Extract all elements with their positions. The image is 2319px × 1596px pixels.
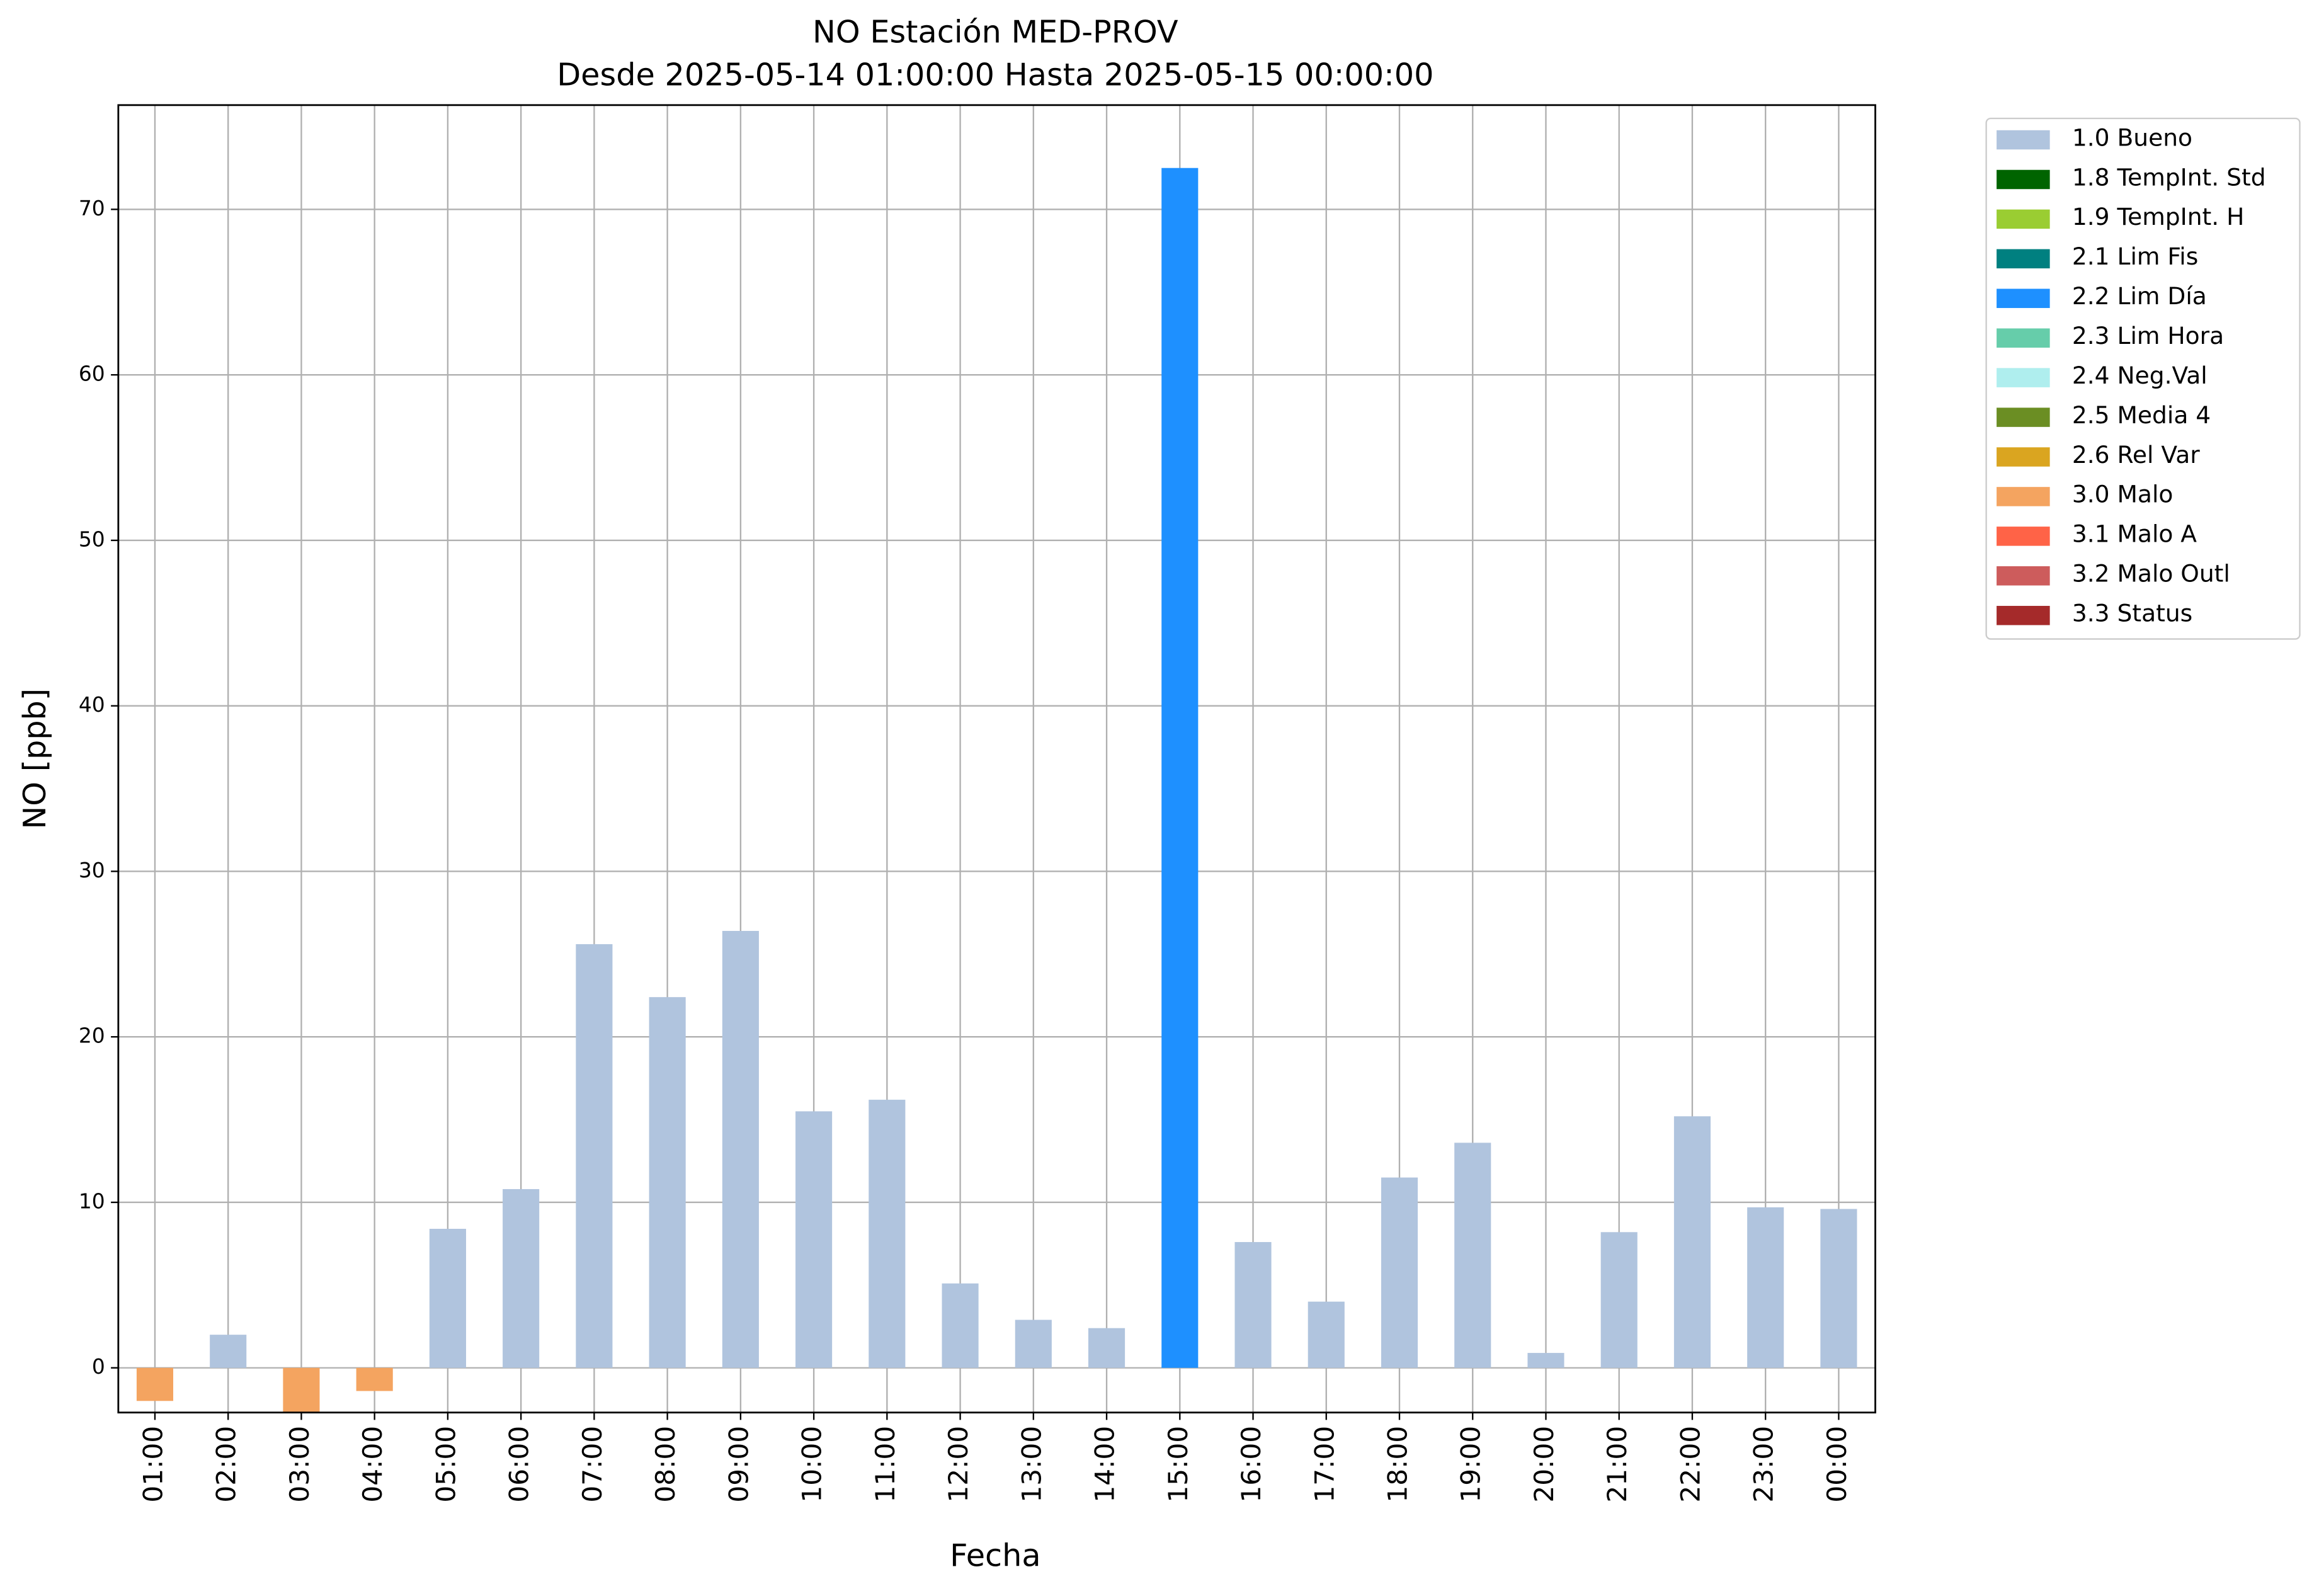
x-tick-label: 11:00 bbox=[870, 1426, 901, 1503]
y-tick-label: 50 bbox=[79, 527, 105, 551]
bar bbox=[722, 931, 759, 1368]
bar bbox=[1308, 1301, 1345, 1368]
y-tick-label: 60 bbox=[79, 362, 105, 386]
legend-swatch bbox=[1997, 605, 2050, 625]
plot-frame bbox=[117, 104, 1876, 1414]
legend-label: 2.6 Rel Var bbox=[2072, 441, 2200, 469]
legend-label: 2.5 Media 4 bbox=[2072, 401, 2211, 429]
legend-swatch bbox=[1997, 447, 2050, 467]
x-tick-label: 04:00 bbox=[357, 1426, 388, 1503]
legend-swatch bbox=[1997, 130, 2050, 150]
legend-label: 1.8 TempInt. Std bbox=[2072, 163, 2266, 191]
legend-label: 3.1 Malo A bbox=[2072, 520, 2197, 548]
bar bbox=[503, 1188, 540, 1368]
ticks: 0 10 20 30 40 50 60 70 01:00 02:00 03:00 04:00 05:00… bbox=[79, 196, 1852, 1503]
legend-swatch bbox=[1997, 408, 2050, 427]
x-tick-label: 05:00 bbox=[430, 1426, 461, 1503]
x-tick-label: 17:00 bbox=[1309, 1426, 1340, 1503]
x-tick-label: 21:00 bbox=[1602, 1426, 1632, 1503]
x-tick-label: 08:00 bbox=[650, 1426, 681, 1503]
x-tick-label: 01:00 bbox=[137, 1426, 168, 1503]
bar bbox=[1527, 1353, 1564, 1368]
legend-label: 2.3 Lim Hora bbox=[2072, 322, 2224, 350]
x-tick-label: 16:00 bbox=[1236, 1426, 1267, 1503]
x-tick-label: 22:00 bbox=[1675, 1426, 1706, 1503]
x-axis-label: Fecha bbox=[950, 1537, 1041, 1573]
x-tick-label: 15:00 bbox=[1163, 1426, 1194, 1503]
bar bbox=[136, 1367, 174, 1401]
legend-label: 2.4 Neg.Val bbox=[2072, 362, 2208, 389]
bar bbox=[1381, 1177, 1418, 1368]
bar bbox=[429, 1229, 466, 1368]
legend-label: 3.0 Malo bbox=[2072, 481, 2174, 508]
bars bbox=[136, 168, 1857, 1413]
x-tick-label: 03:00 bbox=[284, 1426, 315, 1503]
legend-swatch bbox=[1997, 249, 2050, 269]
bar bbox=[576, 944, 613, 1368]
legend-swatch bbox=[1997, 328, 2050, 348]
x-tick-label: 19:00 bbox=[1456, 1426, 1486, 1503]
legend-swatch bbox=[1997, 169, 2050, 190]
legend-box bbox=[1985, 117, 2301, 640]
bar bbox=[1820, 1209, 1857, 1368]
legend-swatch bbox=[1997, 527, 2050, 546]
x-tick-label: 23:00 bbox=[1748, 1426, 1779, 1503]
y-tick-label: 70 bbox=[79, 196, 105, 220]
grid bbox=[118, 105, 1876, 1413]
bar bbox=[1161, 168, 1199, 1368]
bar bbox=[1088, 1328, 1125, 1368]
bar bbox=[1673, 1116, 1711, 1368]
x-tick-label: 07:00 bbox=[577, 1426, 608, 1503]
bar bbox=[283, 1367, 320, 1413]
legend-label: 1.0 Bueno bbox=[2072, 123, 2192, 151]
y-tick-label: 40 bbox=[79, 692, 105, 717]
x-tick-label: 20:00 bbox=[1529, 1426, 1559, 1503]
bar bbox=[1234, 1242, 1272, 1368]
legend-label: 2.1 Lim Fis bbox=[2072, 242, 2198, 270]
legend-label: 3.3 Status bbox=[2072, 600, 2192, 627]
chart-title: NO Estación MED-PROV bbox=[812, 14, 1178, 50]
x-tick-label: 00:00 bbox=[1821, 1426, 1852, 1503]
bar bbox=[649, 997, 686, 1368]
y-axis-label: NO [ppb] bbox=[16, 688, 53, 829]
x-tick-label: 14:00 bbox=[1090, 1426, 1120, 1503]
x-tick-label: 10:00 bbox=[797, 1426, 828, 1503]
bar bbox=[210, 1335, 247, 1368]
legend-swatch bbox=[1997, 368, 2050, 387]
x-tick-label: 12:00 bbox=[943, 1426, 974, 1503]
y-tick-label: 10 bbox=[79, 1188, 105, 1213]
bar bbox=[795, 1111, 833, 1368]
bar bbox=[1454, 1143, 1491, 1368]
y-tick-label: 30 bbox=[79, 858, 105, 882]
bar bbox=[1015, 1320, 1052, 1368]
x-tick-label: 06:00 bbox=[504, 1426, 535, 1503]
legend-swatch bbox=[1997, 288, 2050, 309]
legend-swatch bbox=[1997, 566, 2050, 586]
legend-label: 1.9 TempInt. H bbox=[2072, 203, 2245, 231]
bar bbox=[1747, 1207, 1784, 1368]
bar bbox=[356, 1367, 393, 1391]
x-tick-label: 09:00 bbox=[723, 1426, 754, 1503]
legend-label: 3.2 Malo Outl bbox=[2072, 560, 2230, 588]
bar bbox=[869, 1100, 906, 1368]
bar bbox=[1600, 1232, 1638, 1368]
bar bbox=[942, 1283, 979, 1368]
x-tick-label: 18:00 bbox=[1382, 1426, 1413, 1503]
x-tick-label: 02:00 bbox=[211, 1426, 242, 1503]
legend-swatch bbox=[1997, 487, 2050, 506]
x-tick-label: 13:00 bbox=[1016, 1426, 1047, 1503]
legend: 1.0 Bueno 1.8 TempInt. Std 1.9 TempInt. H 2… bbox=[1997, 123, 2266, 627]
legend-label: 2.2 Lim Día bbox=[2072, 282, 2207, 310]
y-tick-label: 0 bbox=[92, 1354, 105, 1379]
chart-subtitle: Desde 2025-05-14 01:00:00 Hasta 2025-05-… bbox=[557, 57, 1433, 93]
y-tick-label: 20 bbox=[79, 1023, 105, 1048]
legend-swatch bbox=[1997, 209, 2050, 229]
